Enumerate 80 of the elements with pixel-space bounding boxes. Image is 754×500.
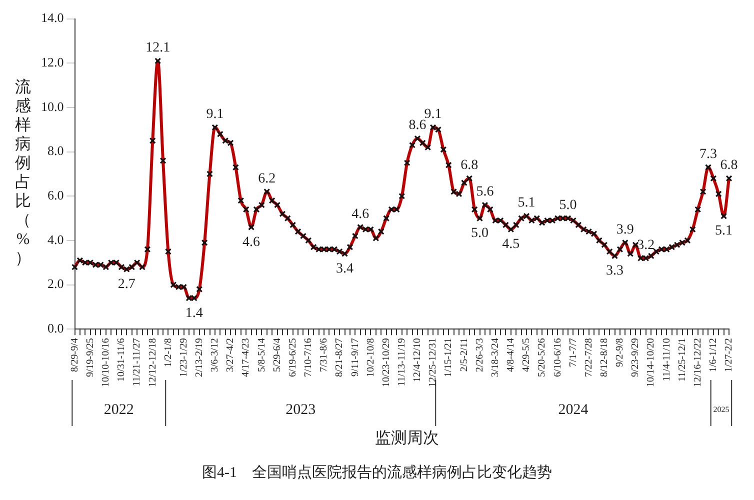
x-tick-label: 11/21-11/27 bbox=[132, 338, 143, 386]
x-tick-label: 3/18-3/24 bbox=[490, 338, 501, 378]
data-label: 3.4 bbox=[336, 261, 354, 276]
data-label: 3.2 bbox=[637, 238, 655, 253]
x-tick-label: 9/2-9/8 bbox=[614, 338, 626, 368]
text: 2024 bbox=[558, 402, 589, 418]
x-tick-label: 7/10-7/16 bbox=[303, 338, 314, 378]
x-tick-label: 11/4-11/10 bbox=[661, 338, 672, 382]
x-tick-label: 7/31-8/6 bbox=[318, 338, 330, 372]
y-tick-label: 6.0 bbox=[48, 188, 64, 203]
x-tick-label: 1/23-1/29 bbox=[178, 338, 190, 378]
y-tick-label: 12.0 bbox=[41, 54, 64, 70]
x-tick-label: 1/27-2/2 bbox=[724, 338, 735, 372]
x-tick-label: 2/13-2/19 bbox=[194, 338, 205, 378]
data-label: 7.3 bbox=[699, 146, 717, 162]
data-label: 4.6 bbox=[242, 234, 260, 250]
x-tick-label: 4/8-4/14 bbox=[506, 338, 517, 372]
x-tick-label: 12/25-12/31 bbox=[428, 338, 439, 388]
y-tick-label: 0.0 bbox=[48, 320, 64, 336]
x-tick-label: 10/23-10/29 bbox=[380, 338, 392, 388]
x-tick-label: 1/15-1/21 bbox=[443, 338, 454, 378]
x-tick-label: 12/12-12/18 bbox=[147, 338, 158, 388]
x-tick-label: 10/14-10/20 bbox=[646, 338, 657, 388]
x-tick-label: 2/26-3/3 bbox=[474, 338, 486, 372]
y-tick-label: 4.0 bbox=[48, 232, 64, 247]
data-label: 4.6 bbox=[352, 206, 370, 222]
x-tick-label: 8/12-8/18 bbox=[599, 338, 610, 378]
data-label: 8.6 bbox=[408, 118, 426, 134]
x-tick-label: 11/13-11/19 bbox=[396, 338, 408, 386]
x-tick-label: 8/21-8/27 bbox=[334, 338, 346, 378]
x-tick-label: 1/6-1/12 bbox=[708, 338, 720, 372]
y-tick-label: 8.0 bbox=[48, 143, 64, 158]
x-tick-label: 5/20-5/26 bbox=[536, 338, 548, 378]
data-label: 6.8 bbox=[460, 158, 478, 174]
x-tick-label: 6/10-6/16 bbox=[552, 338, 564, 378]
x-tick-label: 9/23-9/29 bbox=[630, 338, 642, 378]
x-tick-label: 9/19-9/25 bbox=[84, 338, 96, 378]
data-label: 1.4 bbox=[185, 306, 203, 321]
x-tick-label: 4/29-5/5 bbox=[521, 338, 532, 372]
x-tick-label: 3/27-4/2 bbox=[225, 338, 236, 372]
x-tick-label: 12/16-12/22 bbox=[692, 338, 704, 388]
data-label: 2.7 bbox=[118, 276, 136, 292]
x-tick-label: 1/2-1/8 bbox=[162, 338, 174, 368]
x-tick-label: 2/5-2/11 bbox=[458, 338, 470, 372]
x-tick-label: 10/10-10/16 bbox=[100, 338, 112, 388]
data-label: 6.2 bbox=[258, 171, 276, 186]
y-tick-label: 2.0 bbox=[48, 276, 64, 292]
text: 2022 bbox=[104, 402, 134, 418]
text: 图4-1 全国哨点医院报告的流感样病例占比变化趋势 bbox=[201, 463, 553, 482]
x-tick-label: 7/22-7/28 bbox=[583, 338, 594, 378]
data-label: 3.9 bbox=[616, 222, 634, 238]
y-tick-label: 14.0 bbox=[41, 10, 64, 26]
x-tick-label: 11/25-12/1 bbox=[676, 338, 688, 382]
y-tick-label: 10.0 bbox=[41, 98, 64, 114]
x-tick-label: 7/1-7/7 bbox=[568, 338, 579, 368]
x-tick-label: 5/8-5/14 bbox=[256, 338, 268, 372]
x-tick-label: 10/31-11/6 bbox=[116, 338, 128, 382]
text: 2023 bbox=[286, 402, 316, 418]
data-label: 5.1 bbox=[518, 196, 536, 211]
x-tick-label: 12/4-12/10 bbox=[412, 338, 424, 382]
data-label: 3.3 bbox=[606, 264, 624, 279]
x-tick-label: 6/19-6/25 bbox=[287, 338, 298, 378]
x-tick-label: 10/2-10/8 bbox=[365, 338, 376, 378]
data-label: 5.1 bbox=[715, 224, 733, 239]
text: 流感样病例占比（%） bbox=[15, 79, 31, 267]
x-axis-title: 监测周次 bbox=[374, 429, 440, 449]
data-label: 4.5 bbox=[502, 237, 520, 252]
x-tick-label: 4/17-4/23 bbox=[240, 338, 252, 378]
text: 2025 bbox=[713, 405, 730, 414]
data-label: 5.6 bbox=[476, 184, 494, 200]
data-label: 5.0 bbox=[559, 198, 577, 213]
data-label: 5.0 bbox=[471, 226, 489, 241]
data-label: 6.8 bbox=[720, 158, 738, 174]
data-label: 12.1 bbox=[146, 40, 170, 56]
x-tick-label: 9/11-9/17 bbox=[350, 338, 361, 377]
data-label: 9.1 bbox=[424, 107, 442, 122]
x-tick-label: 3/6-3/12 bbox=[210, 338, 221, 372]
x-tick-label: 8/29-9/4 bbox=[69, 338, 80, 372]
data-label: 9.1 bbox=[206, 107, 224, 122]
x-tick-label: 5/29-6/4 bbox=[272, 338, 283, 372]
